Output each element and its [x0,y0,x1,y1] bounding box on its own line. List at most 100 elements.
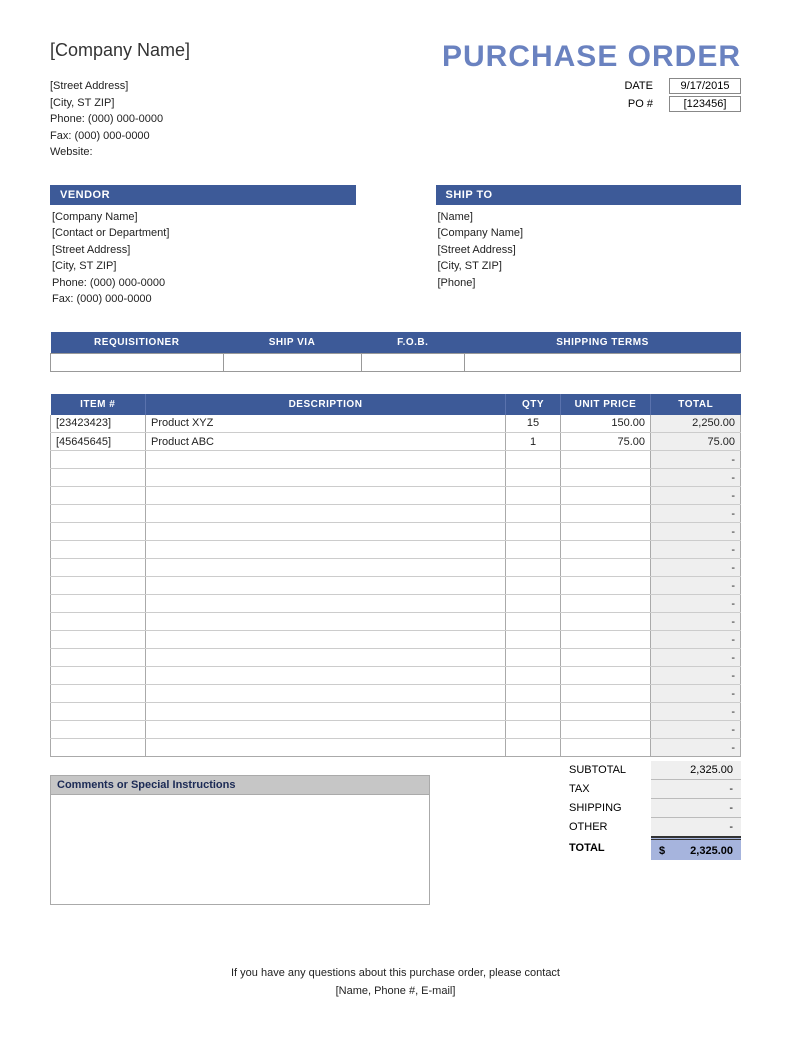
item-cell[interactable] [561,721,651,739]
date-value[interactable]: 9/17/2015 [669,78,741,94]
item-cell[interactable] [146,649,506,667]
item-cell[interactable] [146,523,506,541]
item-cell[interactable]: - [651,667,741,685]
item-cell[interactable] [561,631,651,649]
item-cell[interactable] [146,721,506,739]
item-cell[interactable]: 75.00 [651,433,741,451]
item-cell[interactable] [146,487,506,505]
item-cell[interactable] [561,595,651,613]
item-cell[interactable]: - [651,649,741,667]
item-cell[interactable]: - [651,613,741,631]
item-cell[interactable] [506,631,561,649]
item-cell[interactable] [51,631,146,649]
item-cell[interactable] [146,685,506,703]
item-cell[interactable] [561,739,651,757]
item-cell[interactable]: - [651,595,741,613]
item-cell[interactable] [51,523,146,541]
item-cell[interactable] [146,667,506,685]
item-cell[interactable] [506,487,561,505]
item-cell[interactable]: - [651,469,741,487]
item-cell[interactable]: - [651,631,741,649]
item-cell[interactable] [506,523,561,541]
item-cell[interactable] [146,595,506,613]
item-cell[interactable]: - [651,451,741,469]
item-cell[interactable] [51,703,146,721]
item-cell[interactable] [146,469,506,487]
item-cell[interactable]: 15 [506,415,561,433]
item-cell[interactable]: 75.00 [561,433,651,451]
shipterms-cell[interactable] [223,353,361,371]
item-cell[interactable] [506,541,561,559]
item-cell[interactable]: [45645645] [51,433,146,451]
item-cell[interactable] [51,559,146,577]
item-cell[interactable] [51,649,146,667]
shipterms-cell[interactable] [361,353,465,371]
item-cell[interactable]: - [651,523,741,541]
item-cell[interactable] [51,505,146,523]
item-cell[interactable] [561,577,651,595]
item-cell[interactable] [51,613,146,631]
item-cell[interactable] [506,685,561,703]
item-cell[interactable] [146,739,506,757]
item-cell[interactable] [561,649,651,667]
item-cell[interactable] [51,469,146,487]
item-cell[interactable]: - [651,505,741,523]
item-cell[interactable] [51,595,146,613]
item-cell[interactable]: Product ABC [146,433,506,451]
item-cell[interactable] [146,541,506,559]
item-cell[interactable] [506,703,561,721]
item-cell[interactable]: Product XYZ [146,415,506,433]
item-cell[interactable] [506,505,561,523]
shipterms-cell[interactable] [465,353,741,371]
item-cell[interactable] [506,559,561,577]
item-cell[interactable]: [23423423] [51,415,146,433]
item-cell[interactable] [146,451,506,469]
item-cell[interactable] [561,505,651,523]
item-cell[interactable] [146,613,506,631]
item-cell[interactable] [561,559,651,577]
item-cell[interactable] [506,469,561,487]
item-cell[interactable] [51,739,146,757]
item-cell[interactable] [146,559,506,577]
item-cell[interactable] [561,469,651,487]
item-cell[interactable] [561,523,651,541]
item-cell[interactable] [561,685,651,703]
item-cell[interactable] [561,541,651,559]
item-cell[interactable]: - [651,721,741,739]
item-cell[interactable] [51,721,146,739]
item-cell[interactable] [506,577,561,595]
item-cell[interactable] [51,451,146,469]
item-cell[interactable] [506,667,561,685]
item-cell[interactable] [146,577,506,595]
item-cell[interactable] [561,451,651,469]
item-cell[interactable] [146,703,506,721]
item-cell[interactable] [561,703,651,721]
item-cell[interactable] [506,613,561,631]
item-cell[interactable] [561,667,651,685]
shipterms-cell[interactable] [51,353,224,371]
item-cell[interactable]: 1 [506,433,561,451]
item-cell[interactable]: - [651,685,741,703]
item-cell[interactable] [51,487,146,505]
item-cell[interactable] [146,631,506,649]
item-cell[interactable] [506,595,561,613]
item-cell[interactable] [51,685,146,703]
item-cell[interactable]: - [651,559,741,577]
item-cell[interactable] [506,739,561,757]
item-cell[interactable]: - [651,703,741,721]
item-cell[interactable] [561,487,651,505]
item-cell[interactable] [506,721,561,739]
item-cell[interactable] [51,667,146,685]
item-cell[interactable]: - [651,577,741,595]
item-cell[interactable] [561,613,651,631]
item-cell[interactable]: 2,250.00 [651,415,741,433]
item-cell[interactable]: - [651,541,741,559]
item-cell[interactable]: - [651,487,741,505]
item-cell[interactable] [506,451,561,469]
item-cell[interactable] [51,541,146,559]
item-cell[interactable] [51,577,146,595]
item-cell[interactable]: - [651,739,741,757]
item-cell[interactable] [146,505,506,523]
po-value[interactable]: [123456] [669,96,741,112]
item-cell[interactable] [506,649,561,667]
